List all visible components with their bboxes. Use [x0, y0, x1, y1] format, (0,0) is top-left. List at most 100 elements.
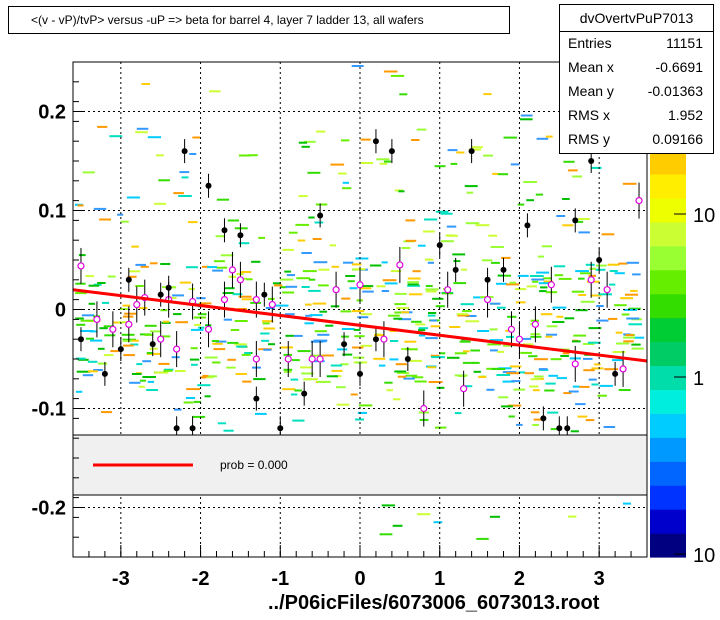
hit-dash [621, 313, 630, 316]
hit-dash [248, 154, 258, 157]
hit-dash [537, 255, 544, 258]
hit-dash [305, 314, 313, 317]
hit-dash [405, 239, 417, 242]
hit-dash [308, 289, 321, 292]
hit-dash [312, 238, 322, 240]
hit-dash [268, 343, 275, 346]
hit-dash [204, 395, 211, 398]
hit-dash [136, 363, 143, 366]
outlier-point [596, 257, 603, 263]
hit-dash [341, 139, 350, 142]
hit-dash [513, 388, 525, 391]
hit-dash [439, 352, 446, 355]
hit-dash [88, 284, 100, 287]
hit-dash [568, 390, 579, 393]
hit-dash [425, 337, 438, 340]
hit-dash [523, 343, 534, 346]
hit-dash [179, 281, 192, 284]
hit-dash [536, 137, 549, 140]
outlier-point [404, 356, 411, 362]
profile-point [77, 262, 85, 270]
hit-dash [430, 325, 441, 328]
hit-dash [282, 388, 296, 391]
hit-dash [188, 288, 195, 290]
hit-dash [625, 293, 639, 296]
outlier-point [261, 291, 268, 298]
hit-dash [407, 281, 419, 284]
outlier-point [181, 148, 188, 155]
hit-dash [117, 213, 124, 216]
hit-dash [379, 162, 388, 165]
hit-dash [139, 379, 146, 382]
stats-box: dvOvertvPuP7013 Entries 11151 Mean x -0.… [559, 4, 714, 154]
hit-dash [216, 266, 228, 269]
hit-dash [428, 312, 437, 314]
hit-dash [614, 272, 625, 275]
hit-dash [538, 282, 551, 285]
hit-dash [288, 231, 298, 234]
hit-dash [540, 313, 553, 316]
hit-dash [532, 424, 539, 426]
hit-dash [523, 181, 537, 183]
stats-label: RMS x [568, 107, 610, 123]
hit-dash [540, 286, 548, 289]
hit-dash [310, 354, 324, 357]
stats-row-rms-y: RMS y 0.09166 [560, 128, 713, 152]
profile-point [284, 355, 292, 363]
hit-dash [427, 314, 436, 317]
hit-dash [545, 382, 556, 385]
hit-dash [238, 295, 252, 298]
fit-layer [72, 288, 648, 363]
hit-dash [223, 318, 232, 321]
color-scale-band [650, 245, 686, 271]
hit-dash [292, 359, 300, 362]
hit-dash [405, 374, 418, 377]
hit-dash [556, 315, 564, 318]
hit-dash [560, 355, 569, 357]
hit-dash [630, 289, 638, 292]
hit-dash [224, 287, 235, 290]
hit-dash [212, 269, 224, 272]
hit-dash [194, 323, 201, 326]
hit-dash [376, 285, 386, 288]
hit-dash [394, 303, 407, 306]
hit-dash [528, 355, 538, 358]
hit-dash [347, 280, 355, 283]
hit-dash [304, 378, 318, 381]
outlier-point [372, 138, 379, 145]
hit-dash [538, 368, 548, 371]
stats-row-entries: Entries 11151 [560, 32, 713, 56]
hit-dash [173, 313, 182, 316]
hit-dash [238, 154, 252, 157]
hit-dash [390, 340, 399, 342]
hit-dash [280, 286, 287, 289]
hit-dash [241, 298, 256, 301]
hit-dash [506, 335, 514, 338]
x-tick-label: 1 [434, 568, 445, 590]
hit-dash [85, 275, 94, 278]
hit-dash [414, 380, 427, 383]
hit-dash [313, 261, 328, 264]
hit-dash [75, 282, 86, 285]
hit-dash [403, 377, 415, 380]
hit-dash [628, 323, 643, 326]
hit-dash [556, 215, 566, 217]
hit-dash [529, 385, 539, 388]
hit-dash [491, 368, 506, 370]
profile-layer [77, 129, 643, 441]
hit-dash [80, 319, 94, 322]
hit-dash [135, 131, 148, 134]
hit-dash [504, 274, 511, 277]
hit-dash [550, 428, 558, 431]
hit-dash [497, 350, 504, 353]
hit-dash [107, 275, 116, 278]
hit-dash [342, 181, 349, 184]
hit-dash [416, 128, 427, 131]
hit-dash [331, 369, 343, 372]
profile-point [204, 325, 213, 333]
hit-dash [227, 358, 236, 361]
hit-dash [578, 218, 590, 220]
stats-label: Entries [568, 35, 612, 51]
color-scale-band [650, 197, 686, 223]
hit-dash [90, 339, 103, 342]
